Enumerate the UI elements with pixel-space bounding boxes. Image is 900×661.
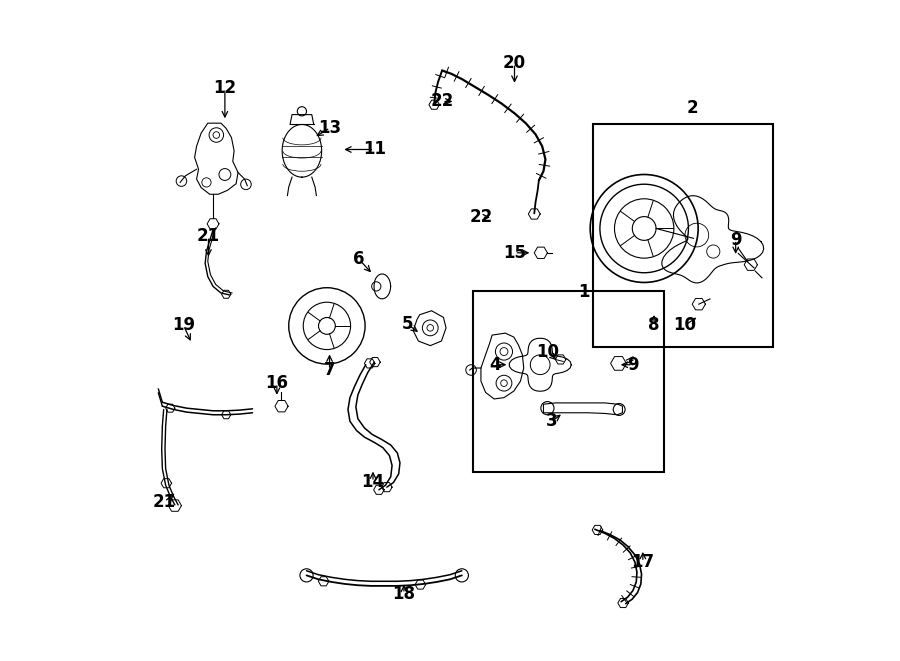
Text: 20: 20	[503, 54, 526, 72]
Text: 16: 16	[266, 374, 288, 392]
Text: 19: 19	[172, 316, 195, 334]
Text: 17: 17	[631, 553, 654, 571]
Text: 4: 4	[489, 356, 500, 373]
Text: 2: 2	[687, 99, 698, 117]
Text: 9: 9	[730, 231, 742, 249]
Text: 5: 5	[401, 315, 413, 333]
Text: 3: 3	[546, 412, 558, 430]
Text: 18: 18	[392, 585, 416, 603]
Text: 11: 11	[363, 141, 386, 159]
Text: 12: 12	[213, 79, 237, 97]
Text: 14: 14	[362, 473, 384, 491]
Text: 13: 13	[319, 119, 342, 137]
Text: 10: 10	[536, 342, 559, 360]
Text: 22: 22	[470, 208, 493, 226]
Bar	[473, 291, 664, 472]
Bar	[593, 124, 772, 347]
Text: 6: 6	[354, 251, 364, 268]
Text: 9: 9	[627, 356, 639, 373]
Text: 22: 22	[430, 93, 454, 110]
Text: 15: 15	[503, 244, 526, 262]
Text: 7: 7	[324, 361, 336, 379]
Text: 21: 21	[197, 227, 220, 245]
Text: 21: 21	[153, 492, 176, 511]
Text: 1: 1	[578, 284, 590, 301]
Text: 8: 8	[648, 316, 660, 334]
Text: 10: 10	[673, 316, 697, 334]
